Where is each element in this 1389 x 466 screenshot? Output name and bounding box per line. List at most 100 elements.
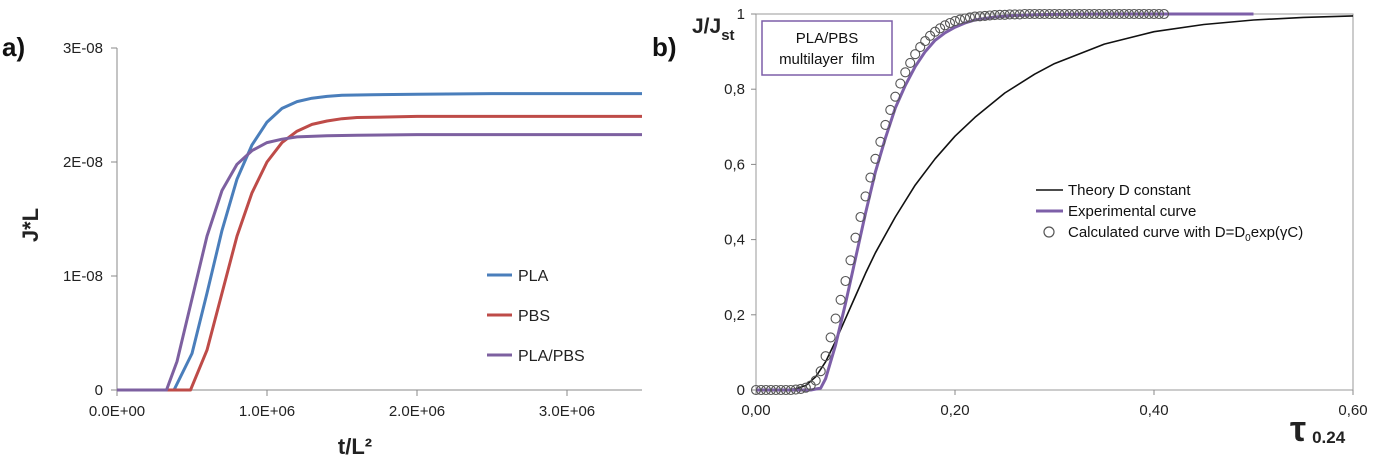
- panel-b: b) J/Jst 0 0,2 0,4 0,6 0,8 1 0,00 0,20 0,40 0,60…: [652, 6, 1368, 449]
- calculated-curve-marker: [959, 13, 971, 24]
- panel-b-x-axis-title: τ 0.24: [1290, 408, 1346, 449]
- calculated-curve-marker: [760, 384, 772, 396]
- calculated-curve-marker: [1054, 8, 1065, 20]
- calculated-curve-marker: [1009, 9, 1020, 20]
- panel-b-x-axis-title-sub: 0.24: [1312, 428, 1346, 447]
- panel-a-legend: PLA PBS PLA/PBS: [487, 268, 585, 365]
- panel-b-y-tick-label: 1: [737, 6, 745, 23]
- calculated-curve-marker: [870, 153, 881, 164]
- panel-a-y-tick-label: 3E-08: [63, 40, 103, 57]
- calculated-curve-marker: [895, 78, 906, 89]
- panel-b-y-tick-label: 0,6: [724, 156, 745, 173]
- calculated-curve-marker: [750, 384, 762, 396]
- calculated-curve-marker: [1069, 8, 1080, 20]
- calculated-curve-marker: [810, 375, 821, 386]
- legend-label-theory-d-constant: Theory D constant: [1068, 182, 1191, 199]
- calculated-curve-marker: [770, 384, 781, 396]
- calculated-curve-marker: [930, 26, 941, 37]
- legend-label-pbs: PBS: [518, 308, 550, 325]
- legend-swatch-calculated-curve: [1043, 226, 1055, 238]
- panel-b-x-tick-label: 0,40: [1139, 402, 1168, 419]
- calculated-curve-marker: [815, 366, 826, 377]
- calculated-curve-marker: [949, 16, 961, 27]
- panel-a-label: a): [2, 32, 25, 62]
- calculated-curve-marker: [1099, 8, 1110, 20]
- panel-a-y-tick-label: 2E-08: [63, 154, 103, 171]
- calculated-curve-marker: [994, 9, 1005, 20]
- calculated-curve-marker: [1034, 8, 1045, 20]
- calculated-curve-marker: [1004, 9, 1015, 20]
- calculated-curve-marker: [1014, 9, 1025, 20]
- series-line-theory-d-constant: [756, 15, 1354, 391]
- legend-label-pla: PLA: [518, 268, 549, 285]
- calculated-curve-marker: [1148, 8, 1160, 20]
- calculated-curve-marker: [974, 11, 985, 22]
- calculated-curve-marker: [1158, 8, 1170, 20]
- panel-b-y-ticks: 0 0,2 0,4 0,6 0,8 1: [724, 6, 756, 399]
- panel-b-x-tick-label: 0,00: [741, 402, 770, 419]
- calculated-curve-marker: [795, 383, 806, 394]
- calculated-curve-marker: [890, 91, 901, 102]
- calculated-curve-marker: [999, 9, 1010, 20]
- panel-a-y-tick-label: 1E-08: [63, 268, 103, 285]
- calculated-curve-marker: [979, 10, 990, 21]
- calculated-curve-marker: [1084, 8, 1095, 20]
- panel-b-y-tick-label: 0: [737, 382, 745, 399]
- legend-label-calculated-prefix: Calculated curve with D=D: [1068, 224, 1245, 241]
- panel-a: a) 0 1E-08 2E-08 3E-08 0.0E+00 1.0E+06 2.0E+0…: [2, 32, 642, 459]
- panel-a-series: [117, 92, 642, 392]
- annotation-line-1: PLA/PBS: [796, 30, 859, 47]
- calculated-curve-marker: [840, 275, 851, 287]
- calculated-curve-marker: [825, 332, 836, 343]
- calculated-curve-marker: [1153, 8, 1165, 20]
- calculated-curve-marker: [1039, 8, 1050, 20]
- calculated-curve-marker: [1124, 8, 1135, 20]
- calculated-curve-marker: [1074, 8, 1085, 20]
- calculated-curve-marker: [775, 384, 786, 396]
- calculated-curve-marker: [1143, 8, 1155, 20]
- panel-a-x-ticks: 0.0E+00 1.0E+06 2.0E+06 3.0E+06: [89, 390, 595, 420]
- annotation-box: [761, 20, 893, 76]
- panel-a-y-axis-title: J*L: [18, 208, 43, 242]
- calculated-curve-marker: [989, 10, 1000, 21]
- calculated-curve-marker: [1119, 8, 1130, 20]
- series-line-experimental-curve: [756, 12, 1254, 392]
- calculated-curve-marker: [800, 382, 811, 393]
- calculated-curve-marker: [935, 23, 946, 34]
- calculated-curve-marker: [835, 294, 846, 305]
- calculated-curve-marker: [765, 384, 776, 396]
- calculated-curve-marker: [780, 384, 791, 396]
- calculated-curve-marker: [855, 211, 866, 223]
- calculated-curve-marker: [1109, 8, 1120, 20]
- calculated-curve-marker: [875, 136, 886, 147]
- legend-label-experimental-curve: Experimental curve: [1068, 203, 1196, 220]
- calculated-curve-marker: [860, 191, 871, 202]
- legend-label-calculated-sub: 0: [1245, 233, 1251, 244]
- legend-label-pla-pbs: PLA/PBS: [518, 348, 585, 365]
- panel-b-legend: Theory D constant Experimental curve Calcu…: [1036, 182, 1303, 244]
- legend-label-calculated-curve: Calculated curve with D=D0exp(γC): [1068, 224, 1303, 244]
- panel-b-y-axis-title-sub: st: [721, 27, 734, 44]
- calculated-curve-marker: [905, 57, 916, 68]
- series-line-pbs: [117, 114, 642, 392]
- calculated-curve-marker: [845, 255, 856, 266]
- panel-b-x-axis-title-main: τ: [1290, 408, 1306, 449]
- panel-b-x-tick-label: 0,60: [1338, 402, 1367, 419]
- panel-b-y-tick-label: 0,2: [724, 307, 745, 324]
- calculated-curve-marker: [755, 384, 767, 396]
- calculated-curve-marker: [900, 67, 911, 78]
- panel-b-y-axis-title: J/Jst: [692, 15, 735, 44]
- calculated-curve-marker: [1024, 8, 1035, 20]
- calculated-curve-marker: [1029, 8, 1040, 20]
- panel-b-series: [750, 8, 1354, 396]
- calculated-curve-marker: [1044, 8, 1055, 20]
- panel-b-y-axis-title-main: J/J: [692, 15, 721, 38]
- panel-a-x-tick-label: 0.0E+00: [89, 403, 145, 420]
- calculated-curve-marker: [984, 10, 995, 21]
- panel-a-x-tick-label: 2.0E+06: [389, 403, 445, 420]
- calculated-curve-marker: [1079, 8, 1090, 20]
- calculated-curve-marker: [964, 12, 975, 23]
- panel-a-x-tick-label: 1.0E+06: [239, 403, 295, 420]
- annotation-line-2: multilayer film: [779, 51, 875, 68]
